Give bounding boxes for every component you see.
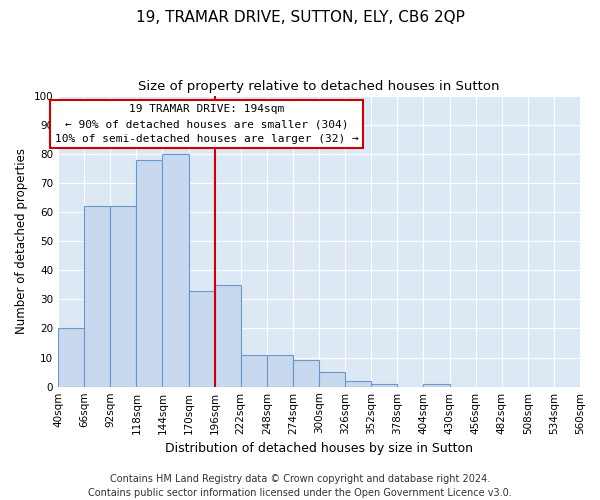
Bar [84,206,110,386]
Bar [580,384,600,386]
X-axis label: Distribution of detached houses by size in Sutton: Distribution of detached houses by size … [165,442,473,455]
Bar [110,206,136,386]
Bar [136,160,163,386]
Bar [241,354,267,386]
Bar [319,372,345,386]
Bar [188,290,215,386]
Bar [345,381,371,386]
Bar [163,154,188,386]
Bar [215,285,241,386]
Bar [371,384,397,386]
Text: 19 TRAMAR DRIVE: 194sqm
← 90% of detached houses are smaller (304)
10% of semi-d: 19 TRAMAR DRIVE: 194sqm ← 90% of detache… [55,104,359,144]
Bar [267,354,293,386]
Title: Size of property relative to detached houses in Sutton: Size of property relative to detached ho… [138,80,500,93]
Text: Contains HM Land Registry data © Crown copyright and database right 2024.
Contai: Contains HM Land Registry data © Crown c… [88,474,512,498]
Text: 19, TRAMAR DRIVE, SUTTON, ELY, CB6 2QP: 19, TRAMAR DRIVE, SUTTON, ELY, CB6 2QP [136,10,464,25]
Bar [293,360,319,386]
Bar [58,328,84,386]
Y-axis label: Number of detached properties: Number of detached properties [15,148,28,334]
Bar [424,384,449,386]
